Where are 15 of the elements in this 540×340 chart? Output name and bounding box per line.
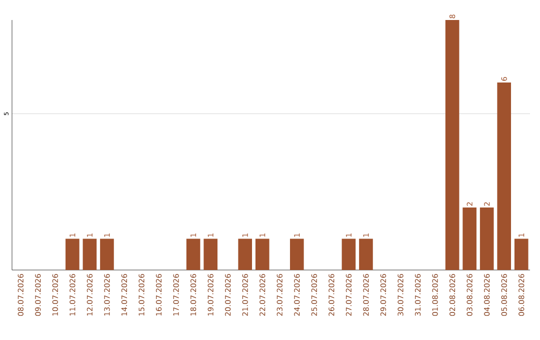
bar — [255, 238, 270, 270]
bar — [462, 208, 476, 270]
bar — [497, 82, 512, 270]
bar — [204, 238, 218, 270]
bar — [238, 238, 252, 270]
bar — [82, 238, 97, 270]
bar — [100, 238, 114, 270]
bar — [514, 238, 528, 270]
bar — [359, 238, 373, 270]
bar — [66, 238, 80, 270]
bar — [480, 208, 494, 270]
bar — [342, 238, 356, 270]
bar — [186, 238, 200, 270]
bar — [290, 238, 304, 270]
bar — [445, 20, 460, 270]
